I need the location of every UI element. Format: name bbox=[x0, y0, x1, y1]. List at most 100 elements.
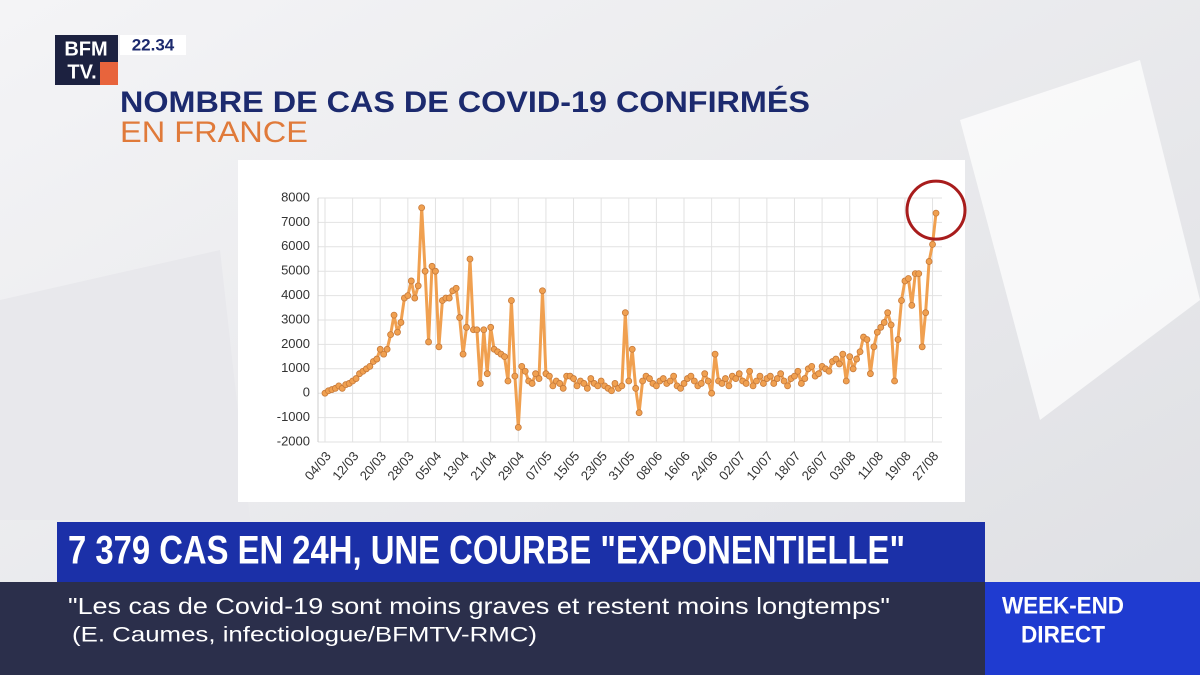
data-point bbox=[597, 377, 605, 385]
data-point bbox=[904, 275, 912, 282]
data-point bbox=[908, 301, 916, 309]
data-point bbox=[780, 377, 788, 385]
y-tick-label: -2000 bbox=[277, 433, 310, 448]
highlight-ring bbox=[905, 179, 967, 241]
data-point bbox=[583, 384, 591, 392]
data-point bbox=[690, 377, 698, 385]
data-point bbox=[922, 309, 930, 317]
data-point bbox=[611, 380, 619, 387]
data-point bbox=[925, 258, 933, 265]
data-point bbox=[411, 294, 419, 302]
data-point bbox=[756, 372, 764, 380]
data-point bbox=[428, 262, 436, 270]
data-point bbox=[835, 360, 843, 368]
data-point bbox=[456, 314, 464, 321]
data-point bbox=[535, 375, 543, 382]
logo-text: TV. bbox=[67, 61, 96, 83]
data-point bbox=[680, 380, 688, 387]
data-point bbox=[773, 375, 781, 382]
data-point bbox=[718, 380, 726, 387]
data-point bbox=[722, 375, 729, 382]
badge-text: DIRECT bbox=[1021, 621, 1105, 648]
data-point bbox=[373, 355, 381, 363]
data-point bbox=[418, 204, 426, 212]
data-point bbox=[697, 380, 705, 387]
data-point bbox=[383, 345, 391, 353]
data-point bbox=[432, 267, 439, 275]
data-point bbox=[621, 309, 629, 317]
attribution: (E. Caumes, infectiologue/BFMTV-RMC) bbox=[72, 624, 537, 647]
data-point bbox=[749, 382, 757, 390]
data-point bbox=[570, 375, 577, 382]
data-point bbox=[380, 350, 388, 358]
data-point bbox=[867, 370, 874, 378]
data-point bbox=[652, 382, 660, 390]
data-point bbox=[646, 375, 653, 382]
data-point bbox=[677, 384, 684, 392]
data-point bbox=[376, 345, 384, 353]
data-point bbox=[670, 372, 678, 380]
data-point bbox=[539, 287, 546, 295]
data-point bbox=[770, 380, 778, 387]
y-tick-label: 3000 bbox=[281, 311, 310, 326]
data-point bbox=[632, 384, 640, 392]
bg-shape bbox=[960, 60, 1200, 420]
data-point bbox=[808, 362, 816, 370]
data-point bbox=[559, 384, 567, 392]
data-point bbox=[687, 372, 695, 380]
data-point bbox=[880, 319, 888, 326]
data-point bbox=[556, 380, 564, 387]
y-tick-label: 0 bbox=[303, 385, 310, 400]
data-point bbox=[580, 380, 588, 387]
data-point bbox=[463, 323, 470, 331]
data-point bbox=[387, 331, 394, 339]
data-point bbox=[390, 311, 398, 319]
data-point bbox=[504, 377, 512, 385]
headline-bar bbox=[57, 522, 985, 582]
data-point bbox=[887, 321, 895, 329]
data-point bbox=[725, 382, 733, 390]
data-point bbox=[839, 350, 847, 358]
data-point bbox=[915, 270, 923, 278]
data-point bbox=[366, 362, 374, 370]
data-point bbox=[466, 255, 474, 263]
data-point bbox=[732, 375, 740, 382]
data-point bbox=[352, 375, 360, 382]
data-point bbox=[815, 370, 823, 378]
data-point bbox=[459, 350, 467, 358]
data-point bbox=[511, 372, 519, 380]
data-point bbox=[856, 348, 864, 356]
data-point bbox=[414, 282, 422, 290]
data-point bbox=[435, 343, 443, 351]
y-tick-label: 2000 bbox=[281, 336, 310, 351]
data-point bbox=[898, 297, 905, 304]
data-point bbox=[853, 355, 861, 363]
data-point bbox=[797, 380, 805, 387]
data-point bbox=[452, 284, 460, 292]
data-point bbox=[501, 353, 508, 361]
data-point bbox=[753, 377, 760, 385]
data-point bbox=[594, 382, 602, 390]
headline: 7 379 CAS EN 24H, UNE COURBE "EXPONENTIE… bbox=[68, 529, 905, 573]
y-tick-label: 8000 bbox=[281, 189, 310, 204]
data-point bbox=[760, 380, 767, 387]
time: 22.34 bbox=[132, 35, 175, 54]
data-point bbox=[863, 336, 871, 343]
chart-subtitle: EN FRANCE bbox=[120, 116, 308, 149]
data-point bbox=[701, 370, 709, 378]
data-point bbox=[514, 423, 522, 431]
data-point bbox=[618, 382, 626, 390]
data-point bbox=[421, 267, 429, 275]
badge-text: WEEK-END bbox=[1002, 592, 1124, 619]
data-point bbox=[918, 343, 926, 351]
data-point bbox=[735, 370, 743, 378]
data-point bbox=[870, 343, 878, 351]
data-point bbox=[777, 370, 785, 378]
data-point bbox=[794, 367, 802, 375]
data-point bbox=[425, 338, 432, 346]
data-point bbox=[873, 328, 881, 336]
bg-shape bbox=[0, 250, 250, 520]
data-point bbox=[801, 375, 809, 382]
y-tick-label: 1000 bbox=[281, 360, 310, 375]
data-point bbox=[532, 370, 539, 378]
